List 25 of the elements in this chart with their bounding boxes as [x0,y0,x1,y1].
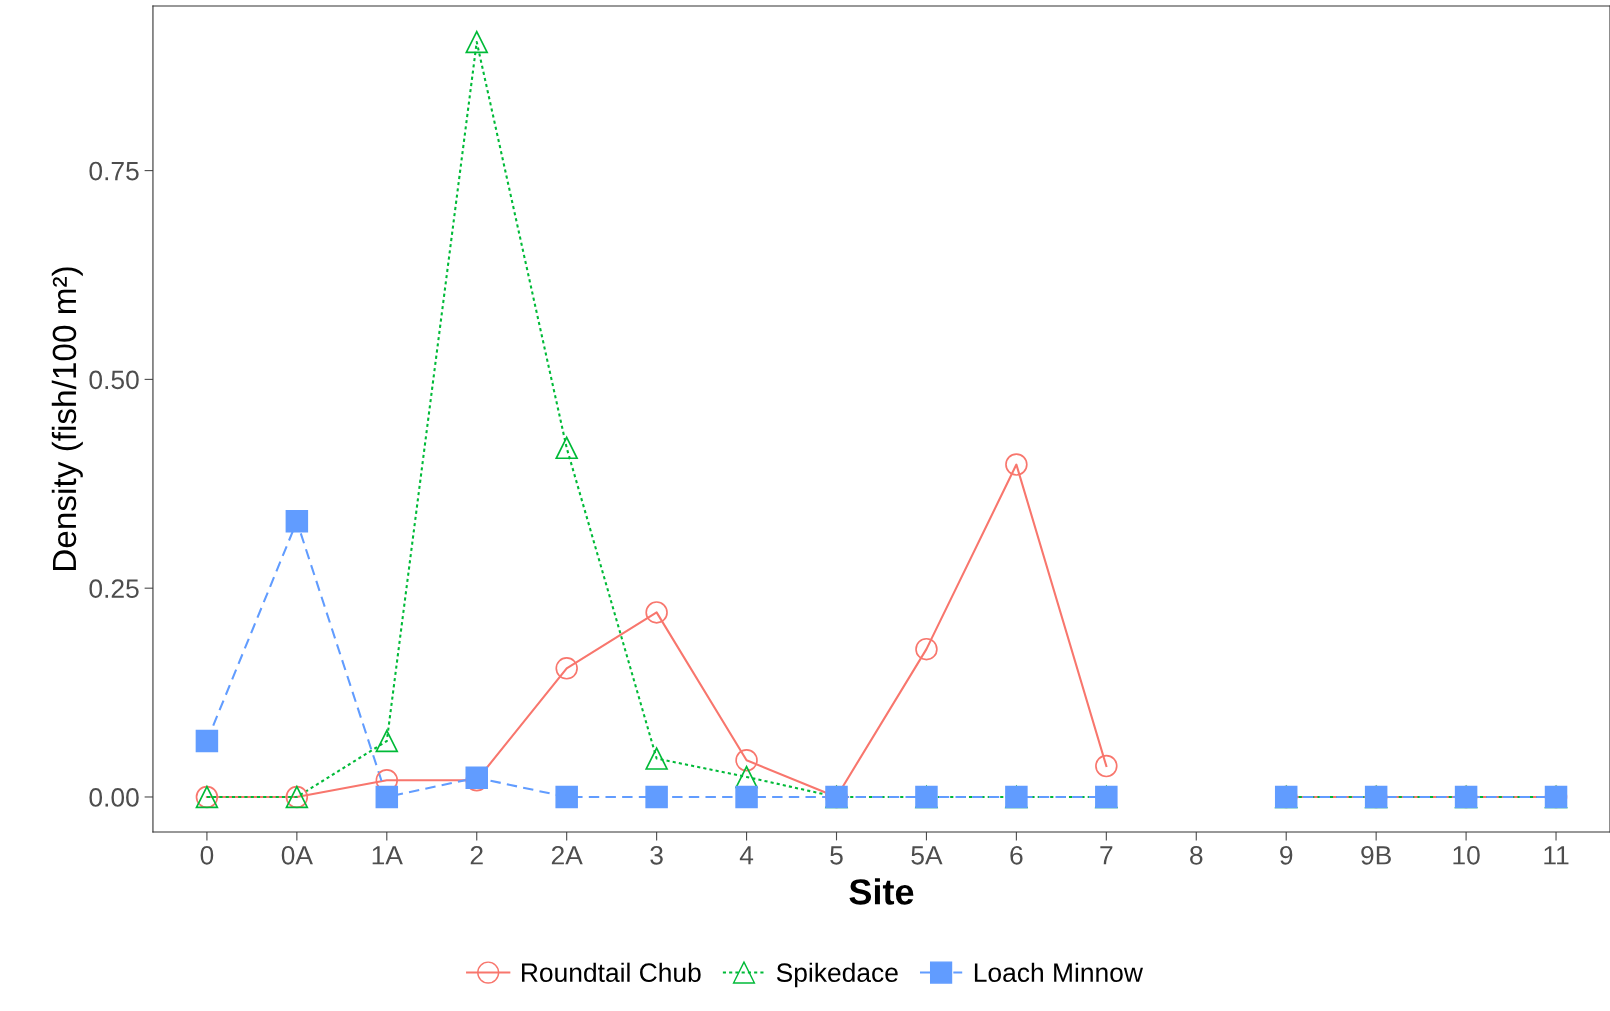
y-tick-label: 0.50 [89,370,139,390]
y-axis-title: Density (fish/100 m²) [51,267,83,571]
legend-label: Roundtail Chub [522,962,701,983]
x-tick-label: 4 [739,846,754,865]
x-tick-label: 5 [830,846,843,865]
y-tick-label: 0.25 [89,579,139,598]
x-tick-label: 9 [1280,845,1293,865]
legend-label: Loach Minnow [974,962,1143,983]
x-tick-label: 5A [911,846,943,865]
x-tick-label: 9B [1361,845,1391,865]
x-tick-label: 0A [281,845,313,865]
x-axis-title: Site [849,878,914,905]
x-tick-label: 6 [1010,845,1023,865]
y-tick-label: 0.75 [89,161,139,181]
x-tick-label: 8 [1190,845,1203,865]
x-tick-label: 10 [1453,845,1480,865]
x-tick-label: 0 [200,845,214,865]
x-tick-label: 7 [1100,846,1113,865]
x-tick-label: 3 [650,845,663,865]
legend-label: Spikedace [776,962,898,988]
x-tick-label: 1A [372,846,403,865]
x-tick-label: 11 [1544,846,1569,865]
y-tick-label: 0.00 [89,788,139,807]
x-tick-label: 2 [470,845,483,865]
x-tick-label: 2A [551,845,583,865]
